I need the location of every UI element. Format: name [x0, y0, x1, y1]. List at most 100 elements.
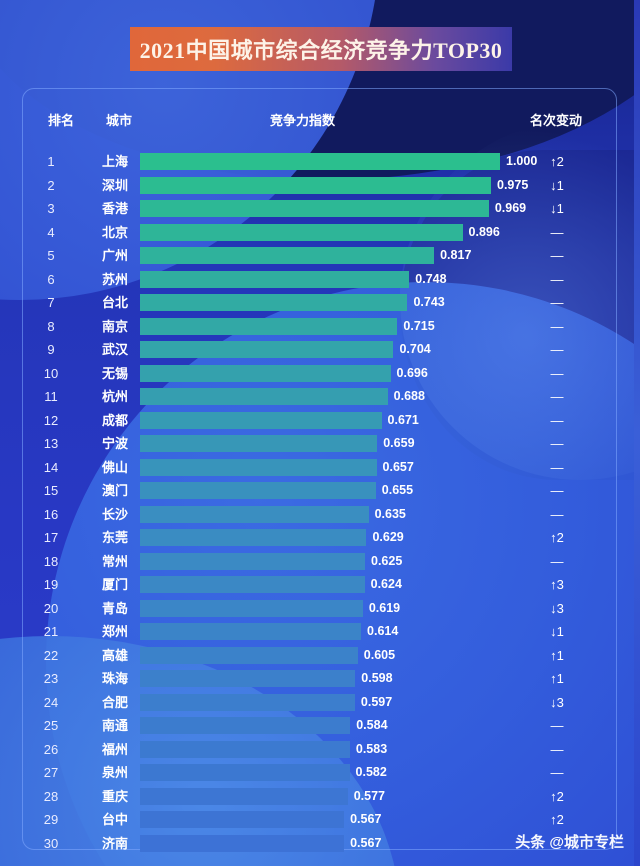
- row-rank-change: ↑2: [550, 812, 564, 827]
- table-row: 5 广州 0.817 —: [22, 244, 617, 268]
- row-rank: 26: [43, 741, 59, 757]
- row-bar-track: 0.614: [140, 623, 600, 640]
- row-bar: [140, 717, 351, 734]
- row-bar-track: 0.567: [140, 811, 600, 828]
- row-bar: [140, 364, 391, 382]
- table-row: 18 常州 0.625 —: [22, 550, 617, 574]
- row-city: 深圳: [102, 177, 129, 193]
- column-header-delta: 名次变动: [530, 113, 583, 128]
- table-row: 14 佛山 0.657 —: [22, 456, 617, 480]
- row-rank: 21: [43, 624, 59, 639]
- row-bar-track: 0.635: [140, 505, 600, 523]
- table-row: 24 合肥 0.597 ↓3: [22, 691, 617, 715]
- row-rank-change: —: [550, 412, 564, 428]
- row-bar-track: 0.597: [140, 693, 600, 711]
- row-bar: [140, 200, 489, 217]
- row-rank: 1: [47, 154, 55, 169]
- row-bar-track: 0.583: [140, 740, 600, 758]
- row-bar: [140, 646, 358, 664]
- row-bar-track: 0.619: [140, 599, 600, 617]
- row-bar-track: 0.969: [140, 200, 600, 217]
- row-rank: 15: [43, 483, 59, 498]
- table-row: 6 苏州 0.748 —: [22, 268, 617, 292]
- row-bar-track: 0.748: [140, 270, 600, 288]
- table-row: 28 重庆 0.577 ↑2: [22, 785, 617, 809]
- row-bar: [140, 482, 376, 499]
- row-city: 广州: [102, 248, 129, 263]
- row-bar: [140, 153, 500, 170]
- row-value: 0.614: [367, 624, 399, 638]
- row-bar: [140, 317, 398, 335]
- row-bar: [140, 787, 348, 805]
- row-rank: 28: [43, 788, 59, 804]
- row-rank: 7: [47, 295, 55, 310]
- row-value: 0.975: [497, 177, 529, 192]
- table-row: 21 郑州 0.614 ↓1: [22, 620, 617, 644]
- row-value: 0.577: [353, 788, 385, 803]
- row-city: 南通: [102, 718, 129, 733]
- row-value: 0.659: [383, 436, 415, 450]
- row-city: 常州: [102, 553, 129, 569]
- table-row: 25 南通 0.584 —: [22, 714, 617, 738]
- row-rank: 11: [44, 389, 58, 404]
- table-row: 8 南京 0.715 —: [22, 315, 617, 339]
- row-city: 台中: [102, 812, 129, 827]
- row-rank: 23: [43, 671, 59, 686]
- column-header-index: 竞争力指数: [270, 113, 336, 128]
- row-bar: [140, 811, 345, 828]
- row-bar: [140, 270, 410, 288]
- table-row: 13 宁波 0.659 —: [22, 432, 617, 456]
- table-row: 23 珠海 0.598 ↑1: [22, 667, 617, 691]
- row-value: 0.969: [494, 201, 527, 215]
- row-city: 福州: [102, 741, 129, 757]
- row-rank-change: ↓1: [550, 201, 564, 216]
- row-value: 0.817: [440, 248, 472, 262]
- row-value: 0.597: [360, 694, 393, 709]
- table-row: 2 深圳 0.975 ↓1: [22, 174, 617, 198]
- row-rank: 19: [43, 577, 59, 592]
- row-bar: [140, 411, 382, 429]
- row-rank: 9: [47, 342, 55, 357]
- row-city: 合肥: [102, 694, 129, 710]
- row-rank: 8: [47, 318, 55, 334]
- row-bar-track: 1.000: [140, 153, 600, 170]
- row-value: 0.704: [399, 342, 431, 356]
- row-value: 0.715: [403, 318, 435, 333]
- table-row: 16 长沙 0.635 —: [22, 503, 617, 527]
- row-bar: [140, 529, 367, 546]
- row-bar: [140, 247, 435, 264]
- row-rank: 2: [47, 177, 55, 193]
- row-value: 0.896: [468, 224, 500, 239]
- row-bar-track: 0.605: [140, 646, 600, 664]
- row-city: 成都: [102, 412, 129, 428]
- row-rank-change: ↑2: [550, 530, 564, 545]
- row-city: 郑州: [102, 624, 129, 639]
- row-city: 台北: [102, 295, 129, 310]
- table-row: 4 北京 0.896 —: [22, 221, 617, 245]
- row-bar-track: 0.567: [140, 834, 600, 852]
- row-value: 0.655: [381, 483, 414, 497]
- table-row: 15 澳门 0.655 —: [22, 479, 617, 503]
- row-city: 南京: [102, 318, 129, 334]
- row-bar-track: 0.584: [140, 717, 600, 734]
- table-row: 22 高雄 0.605 ↑1: [22, 644, 617, 668]
- row-rank: 14: [43, 459, 59, 475]
- row-bar-track: 0.696: [140, 364, 600, 382]
- row-rank: 3: [47, 201, 55, 216]
- table-row: 9 武汉 0.704 —: [22, 338, 617, 362]
- column-header-rank: 排名: [48, 113, 75, 128]
- row-value: 0.625: [371, 553, 403, 568]
- row-rank: 30: [43, 835, 59, 851]
- row-rank-change: —: [550, 436, 564, 451]
- row-bar-track: 0.624: [140, 576, 600, 593]
- row-city: 泉州: [102, 765, 129, 780]
- row-rank-change: ↑1: [550, 647, 564, 663]
- row-city: 澳门: [102, 483, 129, 498]
- title-banner: 2021中国城市综合经济竞争力TOP30: [130, 27, 512, 71]
- row-rank-change: ↓1: [550, 624, 564, 639]
- table-row: 30 济南 0.567: [22, 832, 617, 856]
- row-bar-track: 0.625: [140, 552, 600, 570]
- row-rank-change: —: [550, 224, 564, 240]
- row-bar-track: 0.688: [140, 388, 600, 405]
